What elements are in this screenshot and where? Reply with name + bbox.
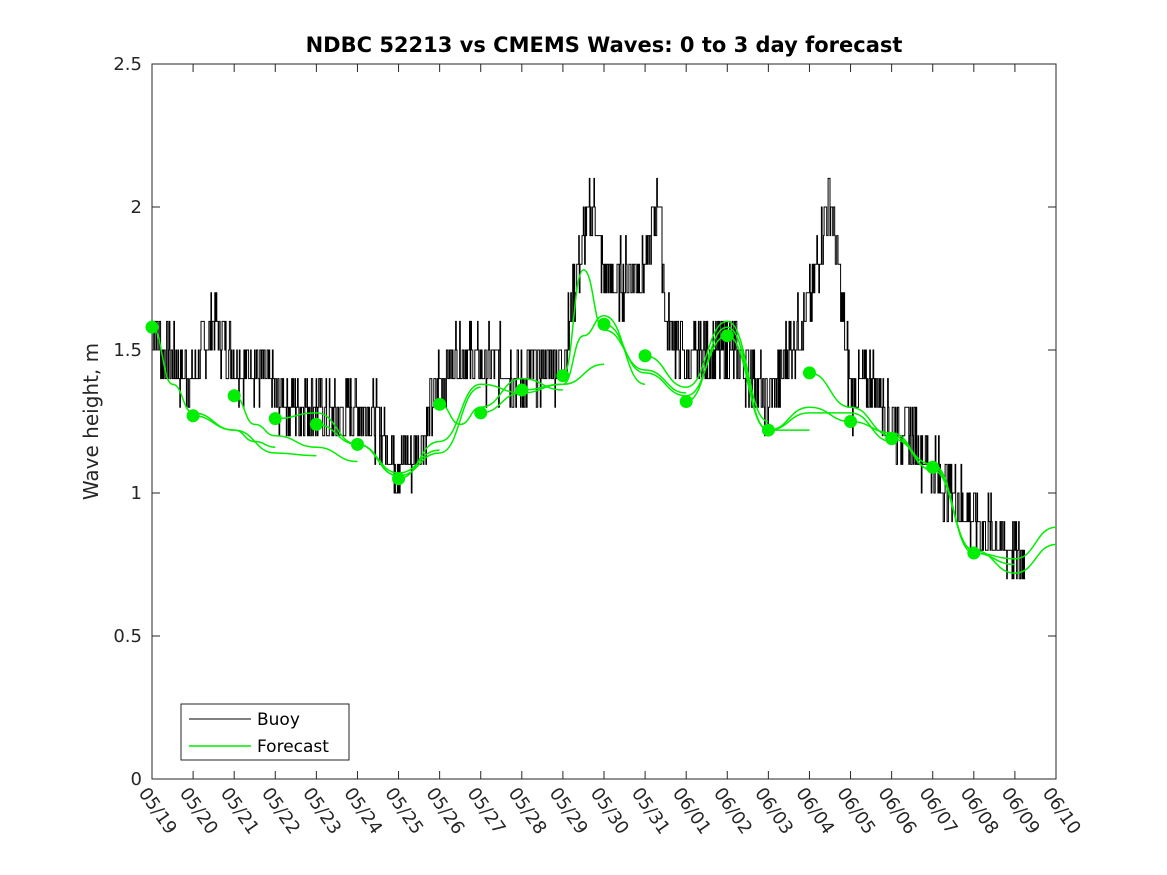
forecast-start-marker (350, 437, 364, 451)
forecast-start-marker (556, 369, 570, 383)
forecast-line (686, 326, 810, 431)
chart-title: NDBC 52213 vs CMEMS Waves: 0 to 3 day fo… (306, 33, 903, 57)
forecast-start-marker (926, 460, 940, 474)
y-tick-label: 1.5 (113, 340, 142, 361)
forecast-start-marker (227, 389, 241, 403)
forecast-line (645, 320, 769, 423)
forecast-series-group (145, 269, 1057, 574)
forecast-line (480, 363, 605, 414)
forecast-line (973, 526, 1057, 560)
y-tick-label: 0 (131, 769, 142, 790)
forecast-line (398, 383, 522, 480)
forecast-start-marker (145, 320, 159, 334)
forecast-line (151, 326, 276, 448)
forecast-line (357, 386, 481, 477)
y-axis-ticks: 0 0.5 1 1.5 2 2.5 (113, 54, 1056, 790)
legend: Buoy Forecast (180, 703, 350, 761)
forecast-line (768, 412, 892, 443)
legend-buoy-label: Buoy (257, 710, 300, 730)
forecast-start-marker (638, 349, 652, 363)
y-tick-label: 0.5 (113, 626, 142, 647)
forecast-line (233, 395, 358, 463)
y-tick-label: 2 (131, 197, 142, 218)
forecast-start-marker (597, 317, 611, 331)
plot-area (151, 63, 1057, 780)
y-tick-label: 1 (131, 483, 142, 504)
buoy-line (152, 177, 1026, 580)
forecast-start-marker (433, 397, 447, 411)
forecast-start-marker (268, 412, 282, 426)
forecast-start-marker (761, 423, 775, 437)
forecast-start-marker (967, 546, 981, 560)
forecast-start-marker (885, 432, 899, 446)
y-tick-label: 2.5 (113, 54, 142, 75)
forecast-line (932, 466, 1057, 574)
forecast-start-marker (309, 417, 323, 431)
forecast-start-marker (474, 406, 488, 420)
forecast-line (193, 415, 317, 457)
forecast-start-marker (392, 472, 406, 486)
forecast-start-marker (844, 415, 858, 428)
forecast-start-marker (720, 329, 734, 343)
buoy-series (152, 177, 1026, 580)
y-axis-label: Wave height, m (79, 343, 103, 500)
legend-forecast-label: Forecast (257, 737, 329, 757)
legend-box (180, 703, 350, 761)
forecast-start-marker (679, 394, 693, 408)
forecast-start-marker (802, 366, 816, 380)
forecast-start-marker (515, 383, 529, 397)
forecast-start-marker (186, 409, 200, 423)
